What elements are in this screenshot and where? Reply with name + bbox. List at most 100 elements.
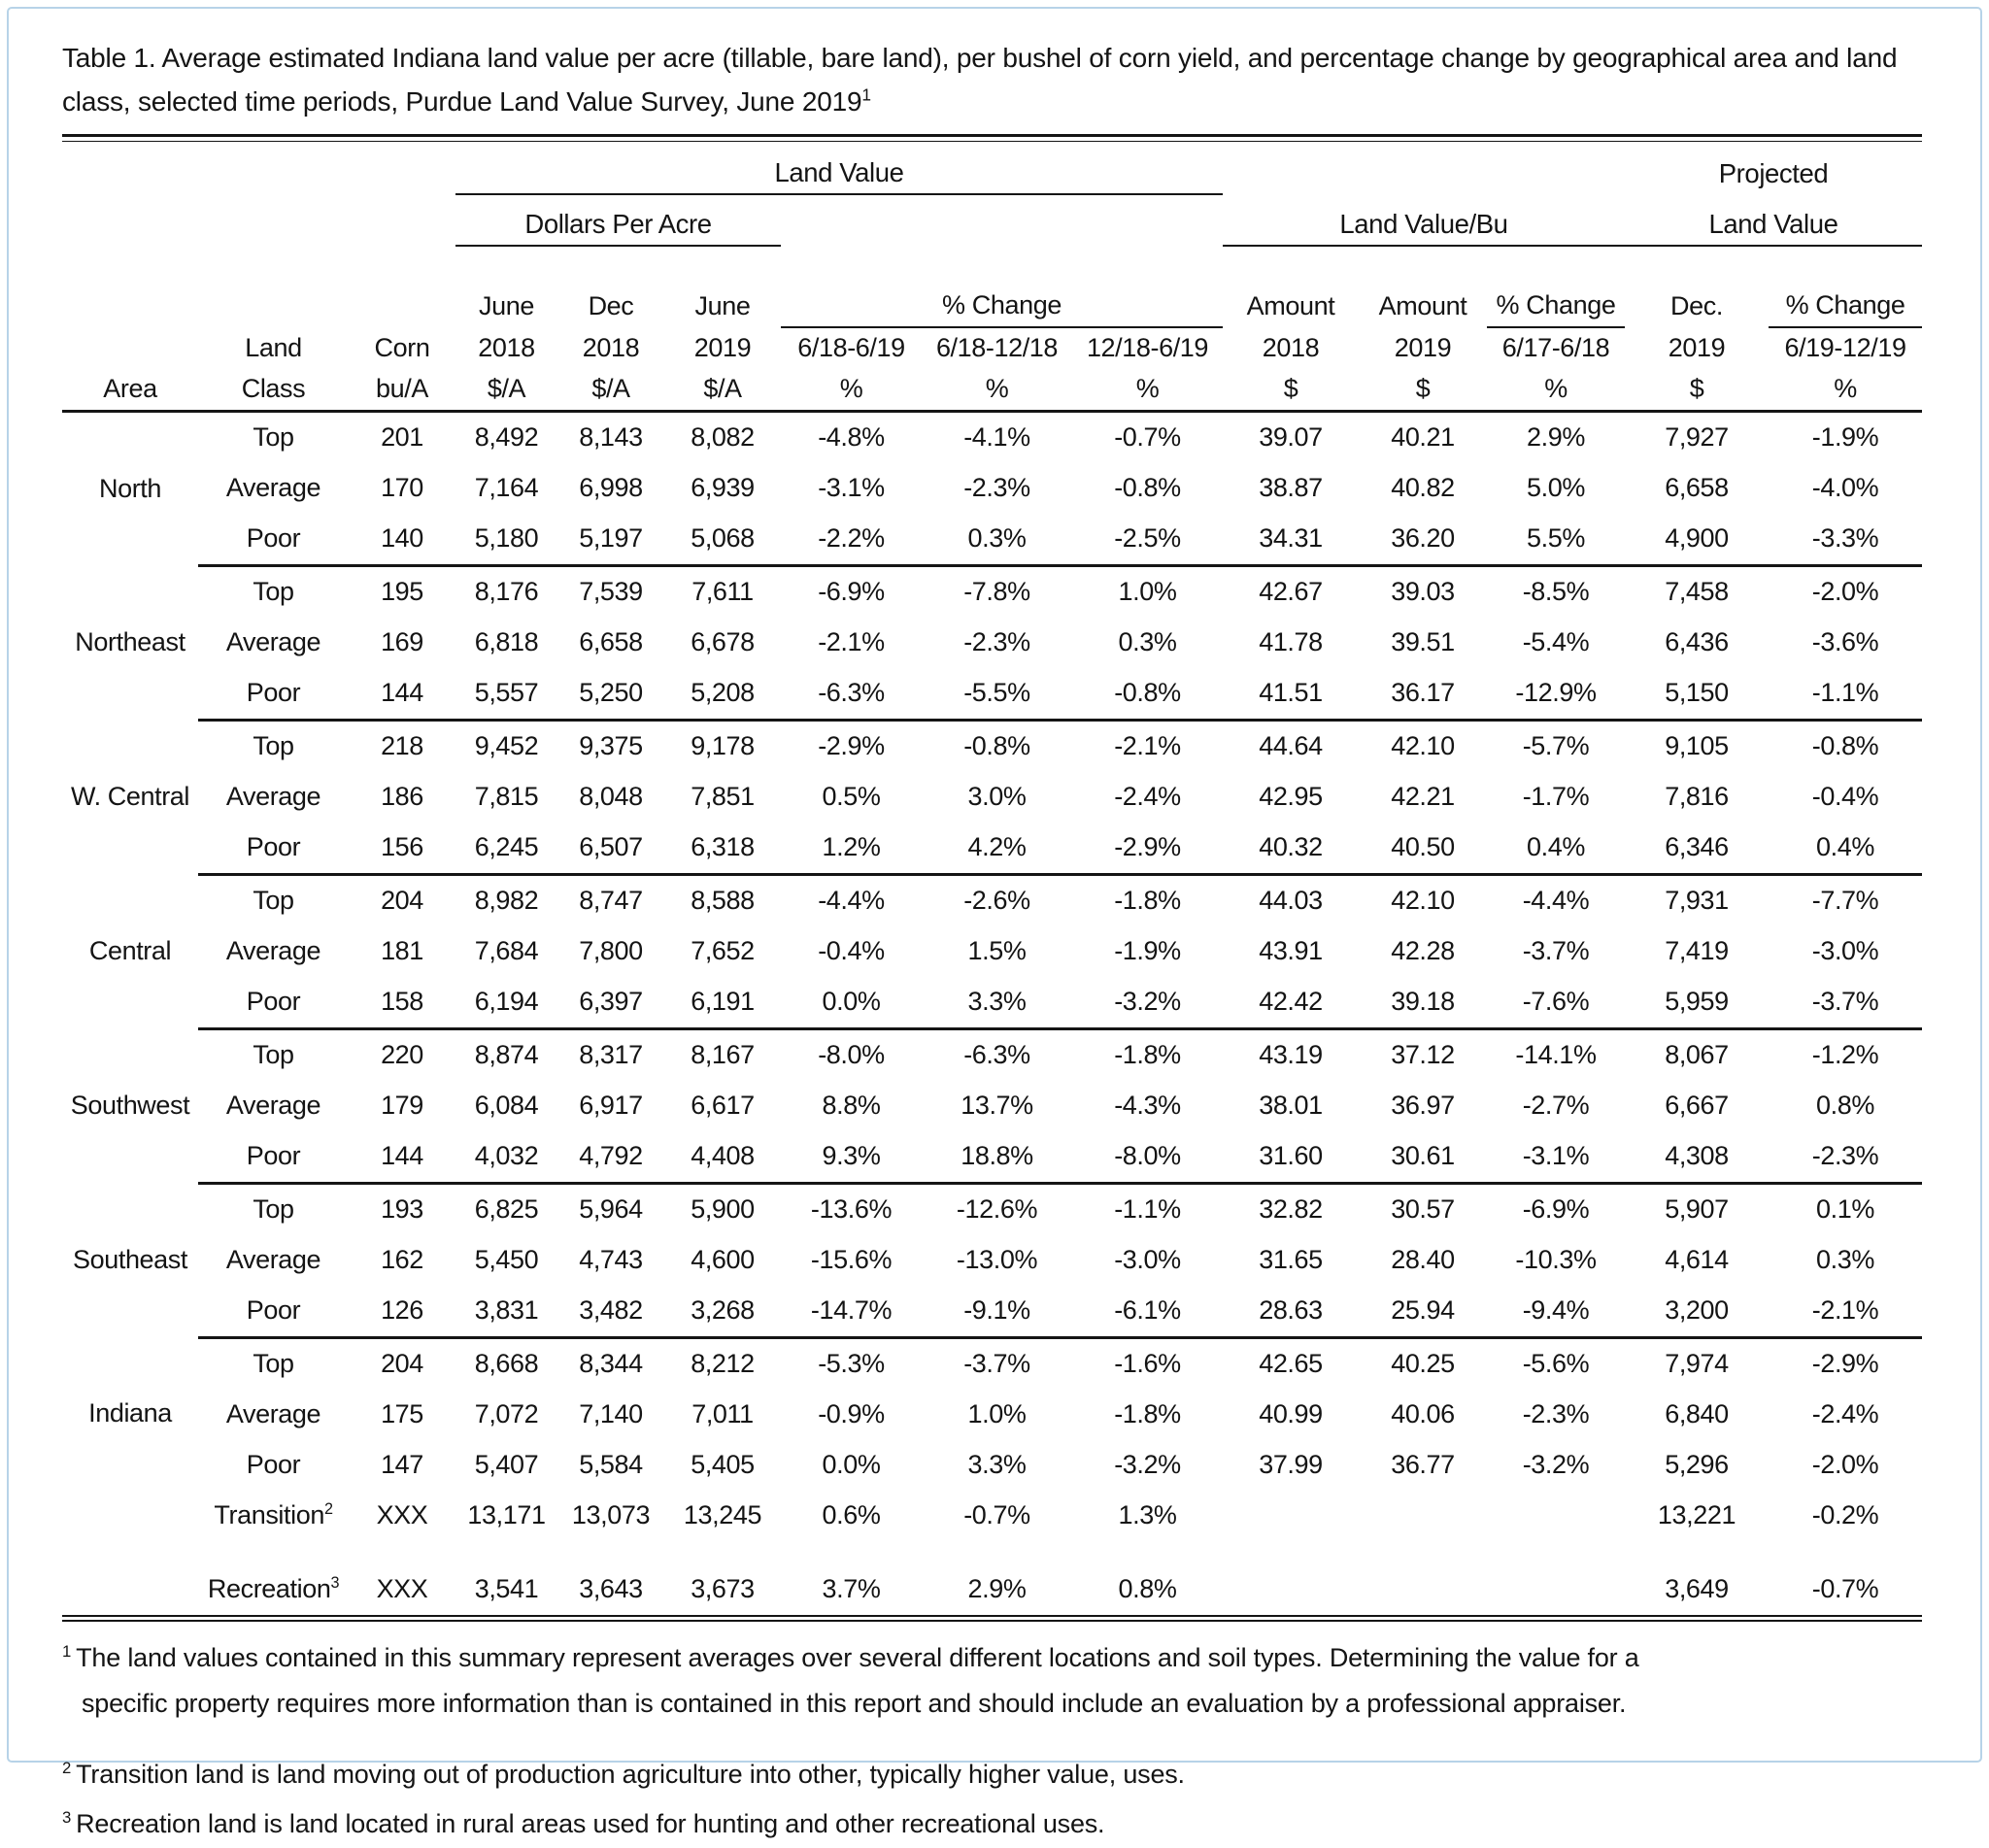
table-row: Average 179 6,084 6,917 6,617 8.8% 13.7% -4.3% 3… bbox=[62, 1081, 1922, 1131]
value-cell: -0.7% bbox=[1114, 422, 1181, 453]
value-cell: 8,048 bbox=[579, 782, 643, 812]
value-cell: 4,743 bbox=[579, 1245, 643, 1275]
value-cell: 7,652 bbox=[691, 936, 755, 966]
column-header-row-2: Land Corn 2018 2018 2019 6/18-6/19 6/18-… bbox=[62, 327, 1922, 369]
group-dollars-per-acre: Dollars Per Acre bbox=[455, 193, 781, 247]
value-cell: 7,974 bbox=[1665, 1349, 1729, 1379]
value-cell: -7.7% bbox=[1811, 886, 1879, 916]
value-cell: -0.9% bbox=[818, 1399, 885, 1429]
value-cell: 40.50 bbox=[1359, 822, 1487, 876]
group-header-row-1: Land Value Projected bbox=[62, 143, 1922, 195]
group-projected-line2: Land Value bbox=[1625, 193, 1923, 247]
value-cell: 5.0% bbox=[1527, 473, 1585, 503]
value-cell: 6,436 bbox=[1665, 627, 1729, 657]
table-row: Average 170 7,164 6,998 6,939 -3.1% -2.3% -0.8%… bbox=[62, 463, 1922, 514]
value-cell: -2.9% bbox=[1811, 1349, 1879, 1379]
value-cell: 4,614 bbox=[1665, 1245, 1729, 1275]
value-cell: 1.2% bbox=[781, 822, 922, 876]
value-cell bbox=[1487, 1540, 1625, 1622]
footnote-1-text: The land values contained in this summar… bbox=[76, 1642, 1639, 1718]
col-year: 2019 bbox=[1394, 332, 1452, 362]
col-unit-pct: % bbox=[1487, 368, 1625, 413]
value-cell: 175 bbox=[381, 1399, 423, 1429]
table-row: Indiana Top 204 8,668 8,344 8,212 -5.3% -3.7% -1… bbox=[62, 1337, 1922, 1428]
value-cell: 13,073 bbox=[571, 1500, 651, 1530]
column-header-row-3: Area Class bu/A $/A $/A $/A % % % $ $ % … bbox=[62, 368, 1923, 413]
value-cell: 7,140 bbox=[579, 1399, 643, 1429]
spacer-cell bbox=[62, 144, 455, 194]
value-cell: 6,667 bbox=[1665, 1091, 1729, 1121]
value-cell: -13.6% bbox=[810, 1194, 893, 1225]
value-cell: -8.5% bbox=[1522, 577, 1590, 607]
table-body: North Top 201 8,492 8,143 8,082 -4.8% -4.1% -0.7… bbox=[62, 411, 1923, 1622]
value-cell: 6,840 bbox=[1665, 1399, 1729, 1429]
value-cell: 1.0% bbox=[1118, 577, 1177, 607]
value-cell: 18.8% bbox=[922, 1130, 1072, 1185]
land-class-cell: Recreation3 bbox=[198, 1540, 349, 1622]
value-cell: 204 bbox=[381, 886, 423, 916]
col-period-1218-619: 12/18-6/19 bbox=[1086, 333, 1209, 363]
value-cell: 3.3% bbox=[922, 976, 1072, 1030]
value-cell: 0.3% bbox=[1118, 627, 1177, 657]
col-unit-dollar: $ bbox=[1223, 368, 1359, 413]
footnote-1-marker: 1 bbox=[62, 1641, 72, 1661]
value-cell: 38.01 bbox=[1259, 1091, 1323, 1121]
value-cell: -1.8% bbox=[1114, 886, 1181, 916]
value-cell: 43.19 bbox=[1259, 1040, 1323, 1070]
value-cell: -2.3% bbox=[1522, 1399, 1590, 1429]
value-cell: -2.4% bbox=[1114, 782, 1181, 812]
value-cell: -2.1% bbox=[818, 627, 885, 657]
col-period-617-618: 6/17-6/18 bbox=[1501, 333, 1610, 363]
value-cell: -6.3% bbox=[963, 1040, 1030, 1070]
value-cell: 13,221 bbox=[1657, 1500, 1736, 1530]
area-label: Central bbox=[88, 936, 172, 966]
value-cell: -2.4% bbox=[1811, 1399, 1879, 1429]
value-cell: 7,800 bbox=[579, 936, 643, 966]
value-cell bbox=[1359, 1540, 1487, 1622]
value-cell: 6,507 bbox=[557, 822, 664, 876]
value-cell: 38.87 bbox=[1259, 473, 1323, 503]
value-cell bbox=[1223, 1491, 1359, 1541]
value-cell: 5,964 bbox=[579, 1194, 643, 1225]
value-cell: 3,673 bbox=[664, 1540, 781, 1622]
col-unit-pct: % bbox=[781, 368, 922, 413]
value-cell: 8,176 bbox=[474, 577, 539, 607]
value-cell: 13,171 bbox=[467, 1500, 546, 1530]
value-cell: 5,900 bbox=[691, 1194, 755, 1225]
value-cell: 36.17 bbox=[1359, 667, 1487, 722]
area-label: Southeast bbox=[73, 1245, 187, 1275]
land-class-cell: Transition2 bbox=[214, 1500, 333, 1530]
footnotes: 1 The land values contained in this summa… bbox=[62, 1635, 1922, 1848]
value-cell: 3,541 bbox=[455, 1540, 557, 1622]
value-cell: 5,150 bbox=[1625, 667, 1769, 722]
spacer-cell bbox=[349, 286, 455, 327]
group-land-value: Land Value bbox=[455, 143, 1223, 195]
table-row: Poor 144 5,557 5,250 5,208 -6.3% -5.5% -0.8% 41.… bbox=[62, 667, 1923, 722]
land-class-cell: Poor bbox=[198, 976, 349, 1030]
value-cell: 9,452 bbox=[474, 731, 539, 761]
value-cell: 6,825 bbox=[474, 1194, 539, 1225]
value-cell: 4,900 bbox=[1625, 513, 1769, 567]
col-period-618-1218: 6/18-12/18 bbox=[935, 333, 1059, 363]
value-cell: 40.21 bbox=[1391, 422, 1455, 453]
value-cell: 6,617 bbox=[691, 1091, 755, 1121]
value-cell: -5.3% bbox=[818, 1349, 885, 1379]
col-year: 2019 bbox=[693, 332, 752, 362]
value-cell: 8,212 bbox=[691, 1349, 755, 1379]
value-cell: -8.0% bbox=[1072, 1130, 1223, 1185]
value-cell: 39.07 bbox=[1259, 422, 1323, 453]
value-cell: -9.1% bbox=[922, 1285, 1072, 1339]
value-cell: 39.03 bbox=[1391, 577, 1455, 607]
land-class-cell: Top bbox=[253, 886, 294, 916]
col-year: 2018 bbox=[1262, 332, 1320, 362]
land-class-cell: Average bbox=[225, 1245, 321, 1275]
table-title-footnote-marker: 1 bbox=[861, 84, 871, 105]
value-cell: 42.10 bbox=[1391, 731, 1455, 761]
value-cell: 3,831 bbox=[455, 1285, 557, 1339]
land-class-cell: Top bbox=[253, 1349, 294, 1379]
table-row: Poor 140 5,180 5,197 5,068 -2.2% 0.3% -2.5% 34.3… bbox=[62, 513, 1923, 567]
value-cell: 5,180 bbox=[455, 513, 557, 567]
title-rule bbox=[62, 133, 1922, 142]
table-row: Poor 158 6,194 6,397 6,191 0.0% 3.3% -3.2% 42.42… bbox=[62, 976, 1923, 1030]
value-cell: 6,245 bbox=[455, 822, 557, 876]
